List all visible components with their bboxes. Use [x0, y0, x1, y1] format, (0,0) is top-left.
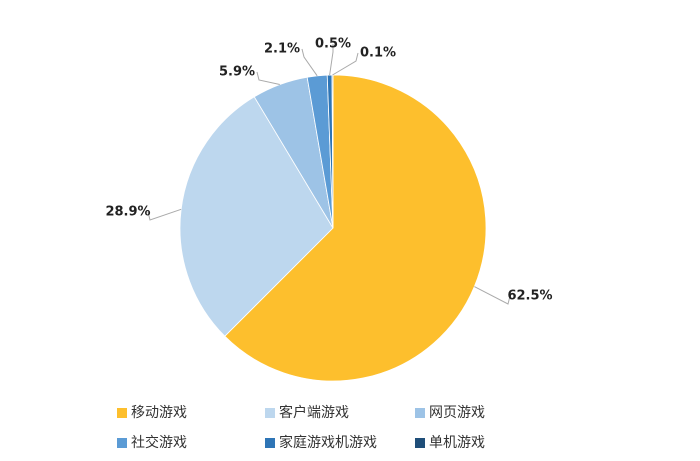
legend-swatch: [415, 408, 425, 418]
legend-swatch: [117, 408, 127, 418]
leader-line: [332, 52, 359, 76]
legend-label: 移动游戏: [131, 405, 187, 421]
pie-slice: [224, 74, 487, 382]
leader-line: [329, 44, 334, 76]
data-label: 62.5%: [507, 289, 552, 304]
legend-swatch: [415, 438, 425, 448]
leader-line: [474, 286, 511, 305]
legend-swatch: [265, 408, 275, 418]
leader-line: [256, 71, 280, 86]
leader-line: [147, 208, 182, 221]
leader-line: [301, 48, 318, 77]
legend-label: 客户端游戏: [279, 404, 349, 421]
pie-slice: [179, 96, 334, 337]
data-label: 0.5%: [315, 37, 351, 52]
legend-swatch: [117, 438, 127, 448]
legend-label: 社交游戏: [131, 434, 187, 451]
legend-swatch: [265, 438, 275, 448]
data-label: 0.1%: [360, 46, 396, 61]
data-label: 5.9%: [219, 65, 255, 80]
data-label: 2.1%: [264, 42, 300, 57]
data-label: 28.9%: [105, 205, 150, 220]
legend-label: 单机游戏: [429, 435, 485, 451]
legend-label: 家庭游戏机游戏: [279, 434, 377, 451]
legend-label: 网页游戏: [429, 405, 485, 421]
